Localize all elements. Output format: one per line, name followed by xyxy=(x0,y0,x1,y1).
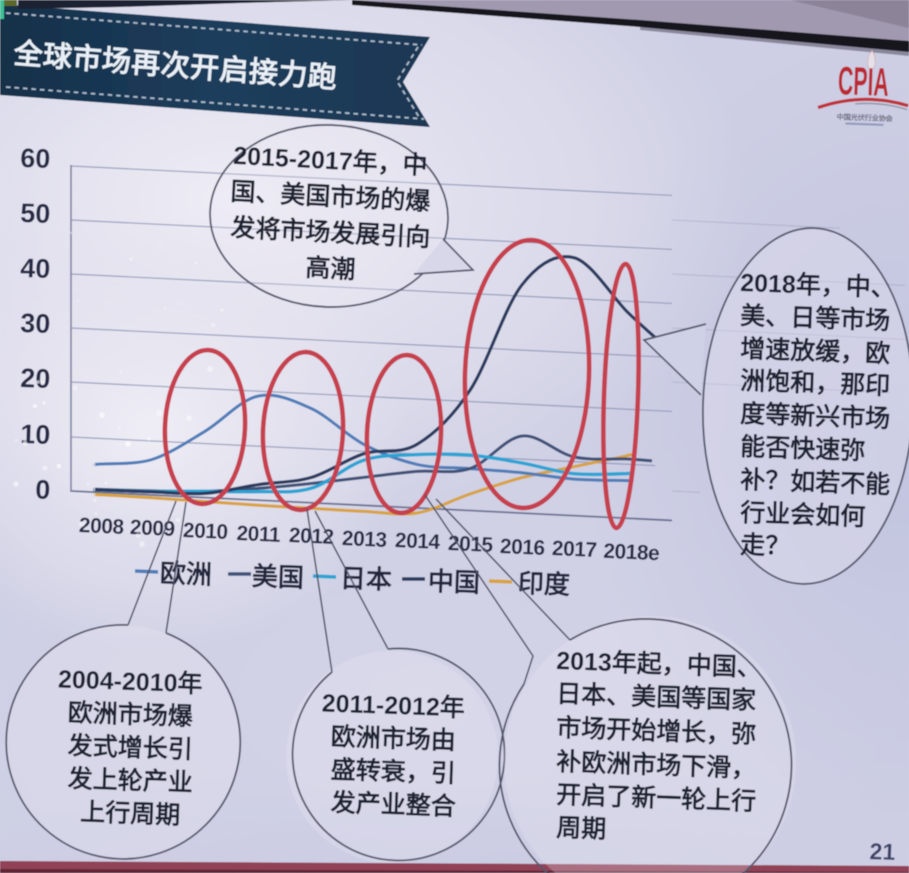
svg-text:60: 60 xyxy=(20,143,51,174)
svg-text:发产业整合: 发产业整合 xyxy=(329,788,457,821)
svg-text:2014: 2014 xyxy=(394,529,440,554)
svg-text:10: 10 xyxy=(20,419,51,450)
svg-text:0: 0 xyxy=(35,474,51,505)
svg-text:补欧洲市场下滑，: 补欧洲市场下滑， xyxy=(556,747,757,783)
svg-text:2018年，中、: 2018年，中、 xyxy=(740,268,897,302)
svg-text:盛转衰，引: 盛转衰，引 xyxy=(330,755,456,788)
svg-text:2018e: 2018e xyxy=(603,540,660,565)
svg-text:30: 30 xyxy=(20,308,51,339)
svg-text:走？: 走？ xyxy=(740,530,791,561)
svg-text:2010: 2010 xyxy=(182,519,228,544)
svg-text:2008: 2008 xyxy=(78,514,124,539)
svg-text:上行周期: 上行周期 xyxy=(80,798,181,829)
svg-text:欧洲市场由: 欧洲市场由 xyxy=(330,722,456,755)
svg-text:发上轮产业: 发上轮产业 xyxy=(66,764,193,797)
svg-text:能否快速弥: 能否快速弥 xyxy=(740,432,866,465)
svg-text:CPIA: CPIA xyxy=(837,59,890,105)
svg-text:2016: 2016 xyxy=(499,535,545,560)
svg-text:开启了新一轮上行: 开启了新一轮上行 xyxy=(556,780,757,816)
svg-text:欧洲市场爆: 欧洲市场爆 xyxy=(67,698,194,731)
svg-text:增速放缓，欧: 增速放缓，欧 xyxy=(740,334,891,368)
svg-text:2013: 2013 xyxy=(341,527,387,552)
svg-text:市场开始增长，弥: 市场开始增长，弥 xyxy=(556,713,757,749)
svg-text:2004-2010年: 2004-2010年 xyxy=(58,664,203,698)
svg-text:2013年起，中国、: 2013年起，中国、 xyxy=(556,646,763,682)
svg-text:印度: 印度 xyxy=(517,568,570,600)
svg-text:度等新兴市场: 度等新兴市场 xyxy=(740,399,891,433)
svg-text:2011-2012年: 2011-2012年 xyxy=(321,689,465,723)
svg-text:中国: 中国 xyxy=(427,566,480,598)
svg-text:40: 40 xyxy=(20,253,51,284)
svg-text:补？如若不能: 补？如若不能 xyxy=(740,465,891,499)
svg-text:21: 21 xyxy=(869,838,896,865)
svg-text:洲饱和，那印: 洲饱和，那印 xyxy=(740,367,891,400)
svg-text:20: 20 xyxy=(20,363,51,394)
svg-text:发式增长引: 发式增长引 xyxy=(66,731,193,764)
svg-text:日本: 日本 xyxy=(339,563,392,595)
svg-text:美国: 美国 xyxy=(251,561,304,593)
svg-text:2011: 2011 xyxy=(236,522,281,547)
svg-text:日本、美国等国家: 日本、美国等国家 xyxy=(556,679,757,715)
svg-text:高潮: 高潮 xyxy=(305,253,356,285)
svg-text:周期: 周期 xyxy=(556,814,607,844)
svg-text:50: 50 xyxy=(20,198,51,229)
svg-text:美、日等市场: 美、日等市场 xyxy=(740,301,891,335)
svg-text:2017: 2017 xyxy=(551,537,597,562)
svg-text:欧洲: 欧洲 xyxy=(159,558,212,590)
svg-text:行业会如何: 行业会如何 xyxy=(739,499,866,531)
svg-text:中国光伏行业协会: 中国光伏行业协会 xyxy=(837,112,894,123)
